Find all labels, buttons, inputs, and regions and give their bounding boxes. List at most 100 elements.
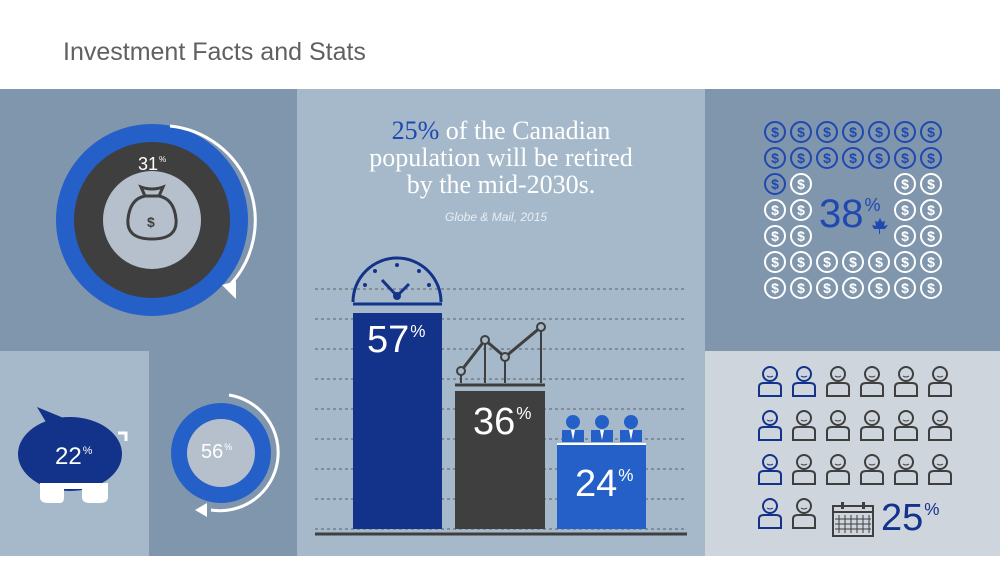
svg-text:$: $	[875, 150, 883, 166]
dollar-coin-icon: $	[790, 121, 812, 143]
person-icon	[860, 410, 884, 441]
dollar-coin-icon: $	[764, 173, 786, 195]
people-stat: 25%	[881, 497, 940, 539]
svg-text:$: $	[771, 176, 779, 192]
dollar-coin-icon: $	[920, 199, 942, 221]
trend-line-icon	[455, 322, 546, 387]
maple-leaf-icon	[872, 218, 888, 234]
dollar-coin-icon: $	[764, 251, 786, 273]
svg-text:$: $	[901, 202, 909, 218]
svg-text:$: $	[927, 280, 935, 296]
dollar-coin-icon: $	[894, 225, 916, 247]
dollar-coin-icon: $	[920, 121, 942, 143]
svg-text:$: $	[797, 280, 805, 296]
person-icon-retired	[792, 366, 816, 397]
dollar-coin-icon: $	[816, 121, 838, 143]
bar-1	[353, 313, 442, 529]
people-grid	[758, 366, 952, 529]
svg-text:$: $	[901, 280, 909, 296]
svg-text:$: $	[849, 124, 857, 140]
clock-icon	[351, 256, 443, 306]
dollar-coin-icon: $	[868, 277, 890, 299]
dollar-coin-icon: $	[790, 251, 812, 273]
bar-1-label: 57%	[367, 319, 426, 361]
moneybag-icon	[126, 184, 178, 241]
team-icon	[557, 415, 646, 445]
svg-text:$: $	[771, 280, 779, 296]
svg-text:$: $	[901, 150, 909, 166]
person-icon-retired	[758, 498, 782, 529]
dollar-coin-icon: $	[868, 147, 890, 169]
bar-chart	[315, 256, 687, 536]
svg-text:$: $	[875, 254, 883, 270]
canada-stat: 38%	[819, 192, 881, 236]
dollar-coin-icon: $	[790, 147, 812, 169]
dollar-coin-icon: $	[894, 147, 916, 169]
dollar-coin-icon: $	[920, 277, 942, 299]
dollar-grid: $ $ $ $ $ $ $ $ $ $ $ $ $ $ $ $ $ $ $ $ $ $ $ $ $ $ $ $ $ $ $ $ $ $ $ $ $ $ $ $	[764, 121, 942, 299]
bar-3	[557, 444, 646, 529]
dollar-coin-icon: $	[920, 147, 942, 169]
svg-text:$: $	[797, 176, 805, 192]
svg-text:$: $	[797, 124, 805, 140]
moneybag-panel: $ 31%	[0, 89, 297, 351]
person-icon-retired	[758, 454, 782, 485]
svg-text:$: $	[771, 124, 779, 140]
dollar-coin-icon: $	[894, 199, 916, 221]
svg-text:$: $	[875, 280, 883, 296]
person-icon	[826, 366, 850, 397]
dollar-coin-icon: $	[816, 251, 838, 273]
svg-text:$: $	[147, 214, 155, 230]
dollar-coin-icon: $	[868, 251, 890, 273]
svg-text:$: $	[927, 176, 935, 192]
dollar-coin-icon: $	[894, 121, 916, 143]
svg-text:$: $	[823, 254, 831, 270]
person-icon	[928, 410, 952, 441]
svg-text:$: $	[797, 254, 805, 270]
dollar-coin-icon: $	[894, 277, 916, 299]
calendar-icon	[832, 502, 874, 537]
headline-line1: of the Canadian	[439, 116, 611, 145]
page-title: Investment Facts and Stats	[63, 38, 366, 66]
svg-text:$: $	[927, 254, 935, 270]
dollar-coin-icon: $	[894, 173, 916, 195]
svg-text:$: $	[927, 150, 935, 166]
dollar-coin-icon: $	[842, 277, 864, 299]
person-icon	[792, 410, 816, 441]
person-icon-retired	[758, 366, 782, 397]
dollar-coin-icon: $	[764, 121, 786, 143]
svg-text:$: $	[823, 124, 831, 140]
dollar-coin-icon: $	[842, 147, 864, 169]
moneybag-stat: 31%	[138, 154, 167, 174]
headline-line3: by the mid-2030s.	[406, 170, 596, 199]
dollar-coin-icon: $	[920, 251, 942, 273]
svg-text:$: $	[797, 202, 805, 218]
person-icon-retired	[758, 410, 782, 441]
svg-text:$: $	[849, 254, 857, 270]
dollar-coin-icon: $	[816, 147, 838, 169]
piggy-icon	[18, 407, 128, 503]
bar-2	[455, 391, 545, 529]
headline-highlight: 25%	[391, 116, 440, 145]
person-icon	[792, 498, 816, 529]
headline-line2: population will be retired	[369, 143, 633, 172]
bar-2-label: 36%	[473, 401, 532, 443]
svg-text:$: $	[771, 202, 779, 218]
person-icon	[894, 454, 918, 485]
headline: 25% of the Canadian population will be r…	[297, 117, 705, 198]
svg-text:$: $	[901, 176, 909, 192]
person-icon	[894, 410, 918, 441]
svg-text:$: $	[823, 280, 831, 296]
dollar-coin-icon: $	[790, 225, 812, 247]
dollar-coin-icon: $	[764, 277, 786, 299]
svg-text:$: $	[849, 280, 857, 296]
dollar-coin-icon: $	[764, 225, 786, 247]
dollar-coin-icon: $	[790, 277, 812, 299]
dollar-coin-icon: $	[816, 277, 838, 299]
svg-text:$: $	[771, 228, 779, 244]
person-icon	[860, 366, 884, 397]
svg-text:$: $	[901, 228, 909, 244]
svg-text:$: $	[823, 150, 831, 166]
svg-text:$: $	[927, 202, 935, 218]
source-label: Globe & Mail, 2015	[445, 210, 548, 224]
